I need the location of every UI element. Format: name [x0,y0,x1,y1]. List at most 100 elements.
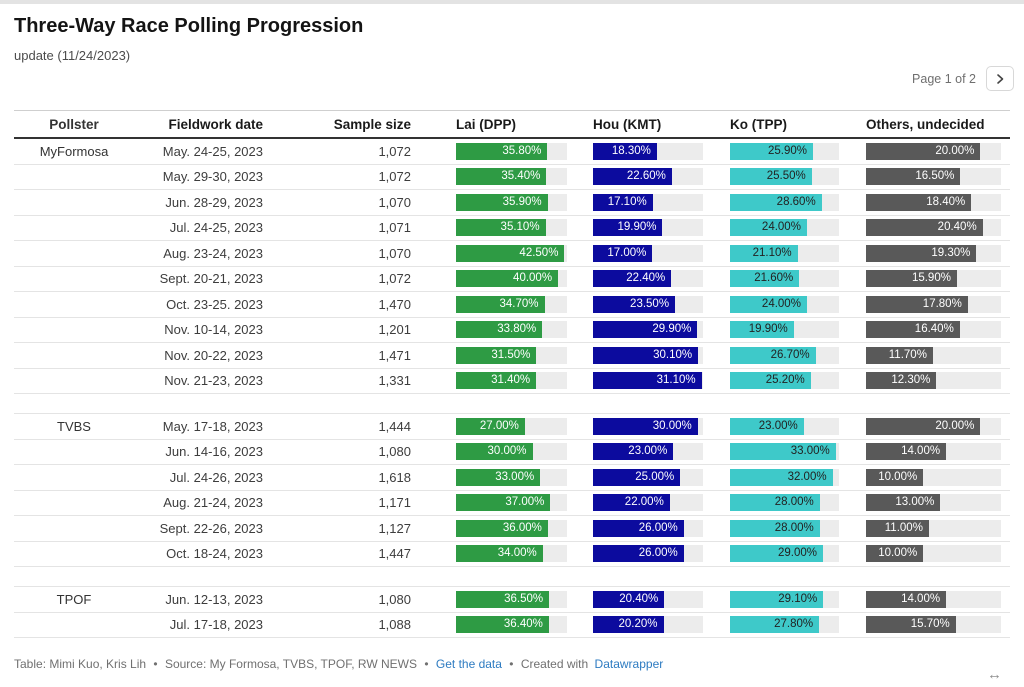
others-bar-cell: 12.30% [852,369,1010,394]
others-bar: 11.70% [866,346,933,364]
hou-bar: 19.90% [593,219,663,237]
bar-value-label: 34.70% [499,297,539,310]
get-the-data-link[interactable]: Get the data [435,657,502,671]
others-bar: 14.00% [866,443,947,461]
hou-bar: 23.50% [593,295,676,313]
sample-size: 1,080 [378,444,411,460]
bar-track: 20.40% [593,590,703,608]
bar-track: 19.90% [593,219,703,237]
datawrapper-link[interactable]: Datawrapper [594,657,664,671]
ko-bar-cell: 21.60% [717,267,852,292]
sample-size: 1,470 [378,296,411,312]
fieldwork-date: Jul. 17-18, 2023 [169,617,263,633]
ko-bar-cell: 23.00% [717,414,852,439]
ko-bar: 21.60% [730,270,800,288]
others-bar: 20.40% [866,219,983,237]
hou-bar-cell: 30.00% [583,414,717,439]
bar-track: 35.90% [456,193,567,211]
ko-bar-cell: 25.20% [717,369,852,394]
bar-value-label: 24.00% [761,221,801,234]
others-bar-cell: 17.80% [852,292,1010,317]
others-bar-cell: 20.40% [852,216,1010,241]
bar-value-label: 30.00% [652,419,692,432]
bar-value-label: 21.60% [754,272,794,285]
ko-bar-cell: 33.00% [717,440,852,465]
table-row: Nov. 10-14, 2023 1,201 33.80% 29.90% 19.90% 1… [14,318,1010,343]
lai-bar: 35.80% [456,142,548,160]
hou-bar-cell: 18.30% [583,139,717,164]
fieldwork-date: Jul. 24-26, 2023 [169,469,263,485]
ko-bar-cell: 26.70% [717,343,852,368]
bar-value-label: 25.90% [768,144,808,157]
bar-track: 30.00% [593,417,703,435]
footer-separator: • [153,657,158,671]
bar-value-label: 11.00% [884,521,923,534]
bar-track: 15.90% [866,270,1001,288]
table-row: Jun. 28-29, 2023 1,070 35.90% 17.10% 28.60% 1… [14,190,1010,216]
bar-track: 31.50% [456,346,567,364]
sample-size: 1,171 [378,495,411,511]
bar-track: 31.10% [593,372,703,390]
lai-bar: 35.40% [456,168,547,186]
bar-track: 10.00% [866,468,1001,486]
bar-value-label: 10.00% [878,547,918,560]
sample-size: 1,072 [378,271,411,287]
fieldwork-date: May. 24-25, 2023 [162,143,263,159]
bar-value-label: 21.10% [752,246,792,259]
bar-track: 26.70% [730,346,839,364]
table-row: Oct. 23-25. 2023 1,470 34.70% 23.50% 24.00% 1… [14,292,1010,318]
lai-bar: 34.00% [456,545,543,563]
bar-value-label: 19.90% [748,323,788,336]
pollster-label: TVBS [57,418,91,434]
pollster-label [14,216,134,241]
others-bar: 16.50% [866,168,961,186]
others-bar-cell: 19.30% [852,241,1010,266]
bar-track: 30.10% [593,346,703,364]
others-bar: 19.30% [866,244,977,262]
pollster-group-tpof: TPOF Jun. 12-13, 2023 1,080 36.50% 20.40% 29.… [14,586,1010,638]
others-bar: 15.90% [866,270,957,288]
lai-bar: 31.40% [456,372,537,390]
hou-bar-cell: 17.10% [583,190,717,215]
column-header-fieldwork-date: Fieldwork date [168,116,263,132]
ko-bar: 28.60% [730,193,822,211]
column-header-ko-tpp: Ko (TPP) [730,116,787,132]
bar-value-label: 20.00% [935,419,975,432]
bar-value-label: 24.00% [761,297,801,310]
created-with-label: Created with [520,657,589,671]
sample-size: 1,471 [378,347,411,363]
lai-bar-cell: 35.40% [421,165,583,190]
bar-track: 14.00% [866,443,1001,461]
next-page-button[interactable] [986,66,1014,91]
lai-bar: 33.80% [456,321,543,339]
pollster-label [14,516,134,541]
pollster-label [14,190,134,215]
bar-value-label: 12.30% [891,374,931,387]
horizontal-resize-icon[interactable]: ↔ [987,666,1002,683]
bar-track: 13.00% [866,494,1001,512]
fieldwork-date: Jun. 14-16, 2023 [165,444,263,460]
bar-value-label: 22.40% [626,272,666,285]
bar-track: 21.10% [730,244,839,262]
others-bar: 12.30% [866,372,937,390]
bar-value-label: 32.00% [787,470,827,483]
bar-value-label: 29.90% [652,323,692,336]
bar-track: 10.00% [866,545,1001,563]
ko-bar-cell: 21.10% [717,241,852,266]
table-row: Nov. 20-22, 2023 1,471 31.50% 30.10% 26.70% 1… [14,343,1010,369]
bar-value-label: 19.90% [617,221,657,234]
ko-bar-cell: 32.00% [717,465,852,490]
pollster-label [14,343,134,368]
bar-track: 36.50% [456,590,567,608]
bar-track: 25.90% [730,142,839,160]
top-border [0,0,1024,4]
sample-size: 1,072 [378,143,411,159]
hou-bar: 20.40% [593,590,665,608]
lai-bar: 27.00% [456,417,525,435]
others-bar: 10.00% [866,545,924,563]
hou-bar: 23.00% [593,443,674,461]
pollster-label: MyFormosa [39,143,109,159]
bar-value-label: 35.40% [501,170,541,183]
hou-bar: 22.60% [593,168,672,186]
bar-track: 24.00% [730,219,839,237]
